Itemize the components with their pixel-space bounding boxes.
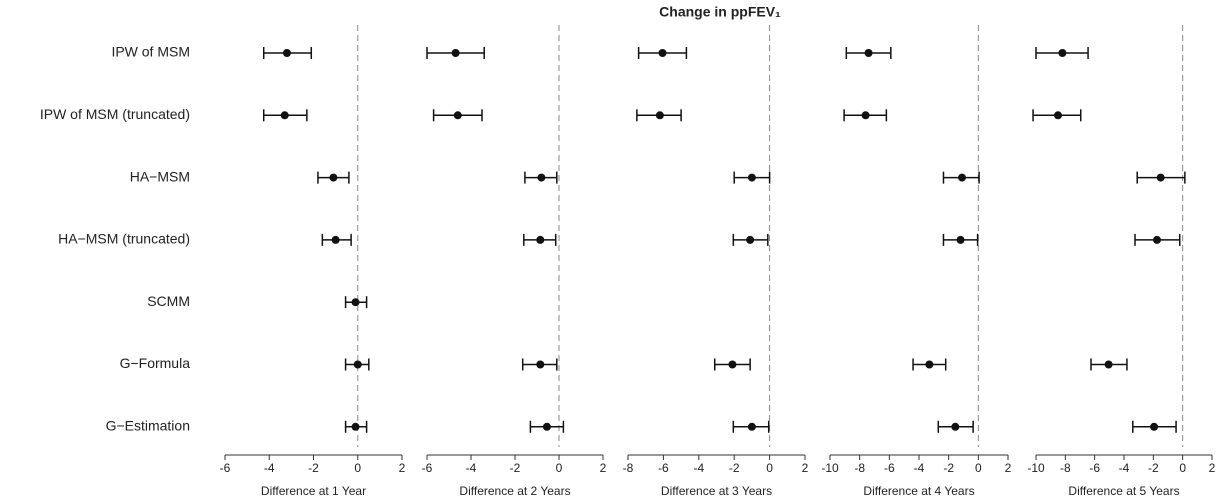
category-label: HA−MSM (truncated) (58, 231, 190, 247)
point-estimate (658, 49, 667, 57)
x-tick-label: -4 (693, 461, 704, 475)
point-estimate (747, 422, 756, 431)
x-tick-label: -8 (1060, 461, 1071, 475)
point-estimate (351, 422, 360, 431)
x-tick-label: -10 (1027, 461, 1045, 475)
x-tick-label: -6 (884, 461, 895, 475)
x-tick-label: 2 (600, 461, 607, 475)
x-tick-label: -6 (220, 461, 231, 475)
x-tick-label: -8 (623, 461, 634, 475)
point-estimate (747, 173, 756, 182)
x-tick-label: 2 (399, 461, 406, 475)
category-label: SCMM (147, 293, 190, 309)
x-tick-label: -4 (466, 461, 477, 475)
point-estimate (331, 235, 340, 244)
x-tick-label: -2 (1148, 461, 1159, 475)
point-estimate (1150, 422, 1159, 431)
x-axis-label: Difference at 5 Years (1068, 484, 1179, 498)
x-tick-label: -6 (658, 461, 669, 475)
category-label: IPW of MSM (truncated) (40, 106, 190, 122)
x-tick-label: 2 (1005, 461, 1012, 475)
x-tick-label: 0 (354, 461, 361, 475)
x-axis-label: Difference at 4 Years (863, 484, 974, 498)
point-estimate (353, 360, 362, 369)
x-tick-label: -4 (1119, 461, 1130, 475)
point-estimate (746, 235, 755, 244)
point-estimate (351, 298, 360, 307)
x-axis-label: Difference at 2 Years (459, 484, 570, 498)
x-tick-label: 2 (802, 461, 809, 475)
x-tick-label: -4 (914, 461, 925, 475)
x-tick-label: -2 (943, 461, 954, 475)
x-tick-label: 0 (766, 461, 773, 475)
category-label: HA−MSM (130, 168, 190, 184)
point-estimate (958, 173, 967, 182)
point-estimate (453, 111, 462, 120)
x-tick-label: -2 (729, 461, 740, 475)
point-estimate (951, 422, 960, 431)
point-estimate (655, 111, 664, 120)
x-tick-label: 0 (556, 461, 563, 475)
point-estimate (925, 360, 934, 369)
x-tick-label: -8 (854, 461, 865, 475)
point-estimate (1156, 173, 1165, 182)
point-estimate (329, 173, 338, 182)
x-tick-label: 0 (1179, 461, 1186, 475)
point-estimate (1058, 49, 1067, 57)
x-tick-label: -6 (422, 461, 433, 475)
point-estimate (864, 49, 873, 57)
point-estimate (1153, 235, 1161, 244)
point-estimate (536, 235, 545, 244)
point-estimate (861, 111, 870, 120)
x-tick-label: -2 (308, 461, 319, 475)
category-label: G−Estimation (106, 418, 190, 434)
point-estimate (1104, 360, 1113, 369)
point-estimate (956, 235, 965, 244)
point-estimate (537, 173, 546, 182)
x-tick-label: -10 (821, 461, 839, 475)
category-label: G−Formula (120, 355, 191, 371)
point-estimate (728, 360, 737, 369)
x-tick-label: 0 (975, 461, 982, 475)
point-estimate (1054, 111, 1062, 120)
point-estimate (542, 422, 551, 431)
point-estimate (282, 49, 291, 57)
point-estimate (451, 49, 460, 57)
point-estimate (280, 111, 289, 120)
x-tick-label: -6 (1089, 461, 1100, 475)
category-label: IPW of MSM (111, 44, 190, 60)
chart-title: Change in ppFEV₁ (659, 4, 781, 20)
x-tick-label: -4 (264, 461, 275, 475)
x-tick-label: -2 (510, 461, 521, 475)
x-tick-label: 2 (1209, 461, 1216, 475)
point-estimate (536, 360, 545, 369)
x-axis-label: Difference at 3 Years (661, 484, 772, 498)
x-axis-label: Difference at 1 Year (261, 484, 366, 498)
